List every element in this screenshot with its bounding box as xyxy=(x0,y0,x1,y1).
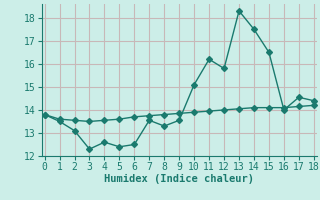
X-axis label: Humidex (Indice chaleur): Humidex (Indice chaleur) xyxy=(104,174,254,184)
